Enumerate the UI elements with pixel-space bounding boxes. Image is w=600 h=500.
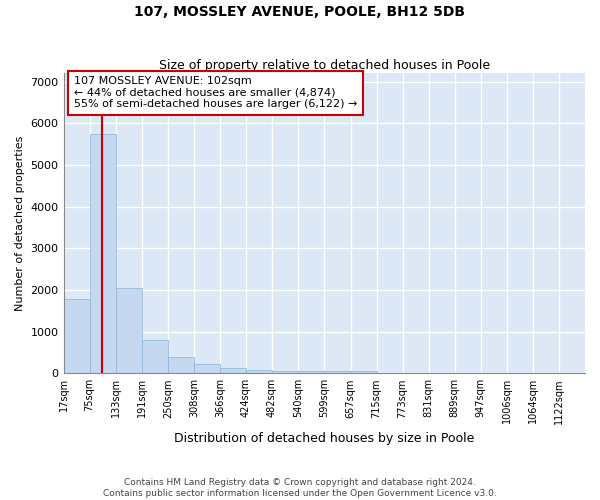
X-axis label: Distribution of detached houses by size in Poole: Distribution of detached houses by size … — [174, 432, 475, 445]
Text: Contains HM Land Registry data © Crown copyright and database right 2024.
Contai: Contains HM Land Registry data © Crown c… — [103, 478, 497, 498]
Bar — [272, 371, 298, 374]
Bar — [350, 371, 377, 374]
Bar — [194, 364, 220, 374]
Bar — [89, 134, 116, 374]
Text: 107, MOSSLEY AVENUE, POOLE, BH12 5DB: 107, MOSSLEY AVENUE, POOLE, BH12 5DB — [134, 5, 466, 19]
Bar — [325, 371, 350, 374]
Y-axis label: Number of detached properties: Number of detached properties — [15, 136, 25, 311]
Bar — [116, 288, 142, 374]
Bar — [220, 368, 246, 374]
Bar — [298, 371, 325, 374]
Bar — [168, 358, 194, 374]
Bar — [64, 299, 89, 374]
Title: Size of property relative to detached houses in Poole: Size of property relative to detached ho… — [159, 59, 490, 72]
Bar — [142, 340, 168, 374]
Text: 107 MOSSLEY AVENUE: 102sqm
← 44% of detached houses are smaller (4,874)
55% of s: 107 MOSSLEY AVENUE: 102sqm ← 44% of deta… — [74, 76, 358, 110]
Bar — [246, 370, 272, 374]
